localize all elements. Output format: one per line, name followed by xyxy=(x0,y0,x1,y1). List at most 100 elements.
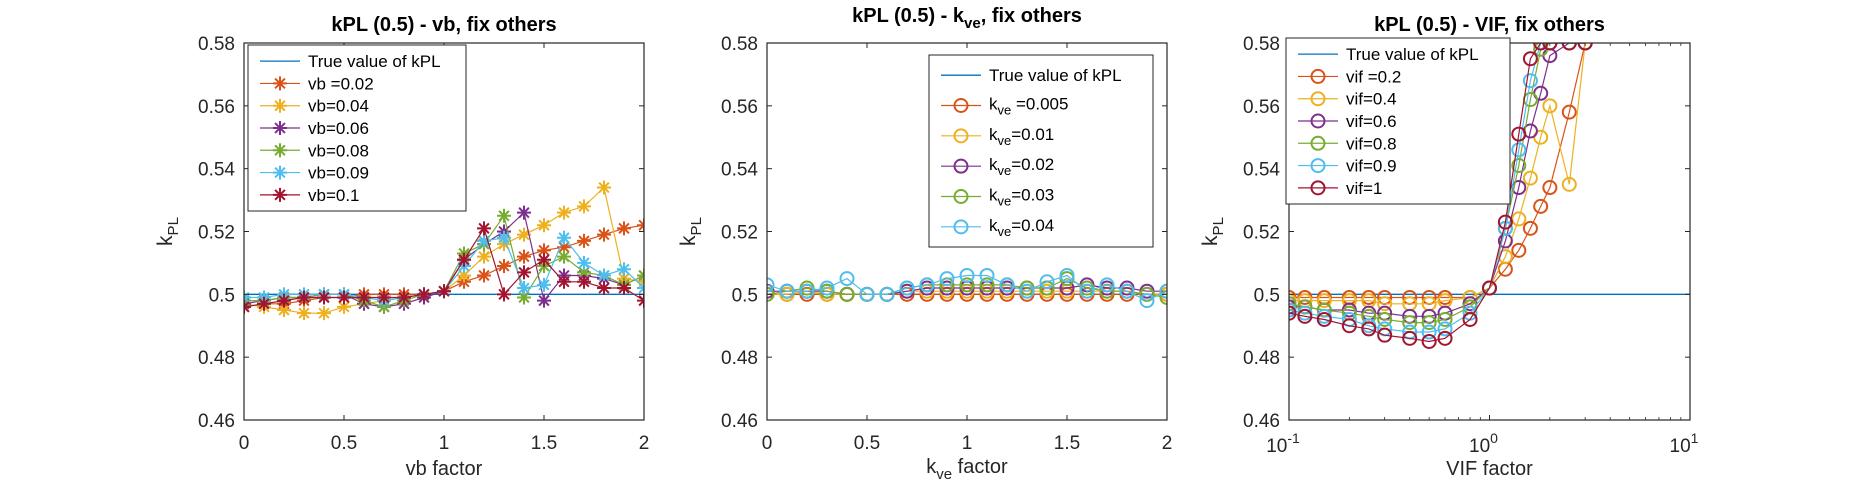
legend-label-rest: =0.02 xyxy=(1011,155,1054,174)
data-point-2-12 xyxy=(1497,249,1513,265)
data-point-1-14 xyxy=(497,259,511,274)
y-tick-label: 0.48 xyxy=(721,348,758,369)
data-point-2-13 xyxy=(477,249,491,264)
legend-label-rest: =0.01 xyxy=(1011,125,1054,144)
y-tick-label: 0.5 xyxy=(209,285,235,306)
legend-label: vif=1 xyxy=(1346,179,1382,198)
x-tick-label: 0.5 xyxy=(854,433,880,454)
data-point-5-19 xyxy=(597,268,611,283)
series-line-6 xyxy=(1289,43,1586,343)
legend-swatch-marker xyxy=(273,121,287,135)
data-point-5-14 xyxy=(1019,283,1035,299)
y-axis-label: kPL xyxy=(154,217,182,246)
y-tick-label: 0.52 xyxy=(721,223,758,244)
legend-swatch-marker xyxy=(953,219,969,235)
legend-label-sub: ve xyxy=(998,194,1012,209)
data-point-1-18 xyxy=(577,233,591,248)
data-point-6-7 xyxy=(357,290,371,305)
data-point-6-10 xyxy=(1462,311,1478,327)
y-axis-label-main: k xyxy=(677,235,700,246)
legend-label-rest: =0.005 xyxy=(1011,95,1068,114)
x-axis-label-main: k xyxy=(926,456,937,478)
data-point-5-9 xyxy=(919,277,935,293)
legend-swatch-marker xyxy=(953,98,969,113)
legend-swatch-marker xyxy=(273,98,287,113)
legend-label-true-value: True value of kPL xyxy=(1346,45,1479,64)
data-point-6-17 xyxy=(1561,43,1577,51)
data-point-2-19 xyxy=(597,180,611,195)
data-point-5-17 xyxy=(1079,283,1095,299)
legend-label: vif=0.9 xyxy=(1346,157,1397,176)
legend-label-sub: ve xyxy=(998,224,1012,239)
data-point-5-18 xyxy=(577,255,591,270)
series-line-4 xyxy=(1289,43,1586,324)
data-point-6-9 xyxy=(1437,330,1453,346)
legend-label-sub: ve xyxy=(998,163,1012,178)
legend-swatch-marker xyxy=(953,158,969,174)
data-point-6-6 xyxy=(1377,327,1393,343)
x-tick-exp: -1 xyxy=(1287,430,1300,446)
legend-swatch-marker xyxy=(1310,68,1326,84)
data-point-6-19 xyxy=(597,281,611,296)
series-group xyxy=(244,180,644,321)
data-point-6-3 xyxy=(277,293,291,308)
data-point-6-7 xyxy=(1402,330,1418,346)
legend-label-main: k xyxy=(989,216,998,235)
data-point-4-6 xyxy=(1377,311,1393,327)
legend-swatch-marker xyxy=(1310,113,1326,129)
legend-label: vb=0.1 xyxy=(308,186,360,205)
data-point-6-3 xyxy=(1316,311,1332,327)
data-point-6-5 xyxy=(1361,321,1377,337)
y-tick-label: 0.58 xyxy=(1243,34,1280,55)
data-point-6-13 xyxy=(477,221,491,236)
y-axis-label: kPL xyxy=(1199,217,1227,246)
y-tick-label: 0.56 xyxy=(1243,97,1280,118)
data-point-2-12 xyxy=(457,268,471,283)
y-tick-label: 0.56 xyxy=(198,97,235,118)
chart-title: kPL (0.5) - kve, fix others xyxy=(852,5,1082,32)
x-axis-label: vb factor xyxy=(406,458,483,480)
legend-label: vif=0.8 xyxy=(1346,134,1397,153)
data-point-6-11 xyxy=(1482,280,1497,296)
data-point-4-15 xyxy=(517,290,531,305)
data-point-6-14 xyxy=(497,287,511,302)
legend-box xyxy=(928,54,1154,248)
data-point-2-3 xyxy=(277,303,291,318)
chart-title: kPL (0.5) - vb, fix others xyxy=(331,14,556,36)
data-point-5-21 xyxy=(1159,283,1167,299)
series-group xyxy=(767,267,1167,309)
legend-label: kve=0.03 xyxy=(989,186,1054,209)
data-point-1-19 xyxy=(597,227,611,242)
legend-swatch-marker xyxy=(273,165,287,180)
legend-swatch-marker xyxy=(1310,158,1326,174)
y-tick-label: 0.48 xyxy=(1243,348,1280,369)
data-point-5-13 xyxy=(999,277,1015,293)
data-point-4-18 xyxy=(577,265,591,280)
data-point-6-8 xyxy=(1421,333,1437,349)
x-tick-label: 0 xyxy=(762,433,773,454)
data-point-5-9 xyxy=(1437,321,1453,337)
y-tick-label: 0.5 xyxy=(732,285,758,306)
legend-label-true-value: True value of kPL xyxy=(308,52,441,71)
data-point-2-16 xyxy=(537,218,551,233)
y-tick-label: 0.56 xyxy=(721,97,758,118)
series-line-1 xyxy=(1289,43,1586,299)
legend: True value of kPL vb =0.02 vb=0.04 vb=0.06 v… xyxy=(247,44,467,212)
y-tick-label: 0.46 xyxy=(198,411,235,432)
series-line-5 xyxy=(1289,43,1586,333)
data-point-5-20 xyxy=(617,262,631,277)
data-point-6-2 xyxy=(257,296,271,311)
legend-label: kve=0.04 xyxy=(989,216,1054,239)
data-point-4-12 xyxy=(979,277,995,293)
data-point-2-6 xyxy=(1377,296,1393,312)
data-point-5-13 xyxy=(1511,142,1527,158)
data-point-5-20 xyxy=(1139,293,1155,309)
y-tick-label: 0.52 xyxy=(198,223,235,244)
legend-label: kve =0.005 xyxy=(989,95,1068,118)
x-tick-base: 10 xyxy=(1469,436,1490,457)
legend-swatch-marker xyxy=(273,143,287,158)
data-point-6-16 xyxy=(537,252,551,267)
chart-title-rest: , fix others xyxy=(981,5,1082,27)
data-point-2-6 xyxy=(337,299,351,314)
